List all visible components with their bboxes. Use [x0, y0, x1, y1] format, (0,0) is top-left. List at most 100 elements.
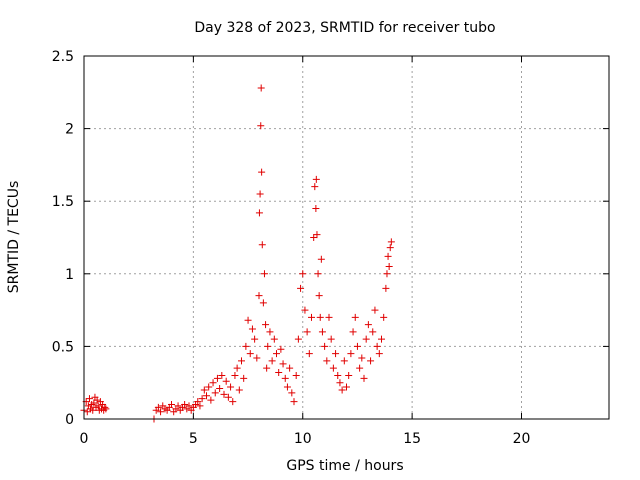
y-tick-label: 2.5 — [52, 49, 74, 65]
data-point — [174, 402, 182, 410]
data-point — [200, 386, 208, 394]
data-points — [80, 84, 395, 423]
data-point — [240, 374, 248, 382]
data-point — [351, 313, 359, 321]
data-point — [154, 403, 162, 411]
x-tick-label: 15 — [403, 431, 421, 447]
data-point — [231, 371, 239, 379]
data-point — [194, 398, 202, 406]
data-point — [332, 350, 340, 358]
data-point — [353, 342, 361, 350]
data-point — [213, 374, 221, 382]
data-point — [198, 395, 206, 403]
x-tick-label: 10 — [294, 431, 312, 447]
data-point — [318, 328, 326, 336]
data-point — [266, 328, 274, 336]
data-point — [310, 234, 318, 241]
data-point — [343, 383, 350, 391]
data-point — [203, 392, 210, 400]
data-point — [235, 386, 243, 394]
data-point — [362, 335, 370, 343]
data-point — [248, 325, 256, 333]
data-point — [256, 190, 264, 198]
data-point — [329, 364, 337, 372]
data-point — [260, 270, 268, 278]
data-point — [168, 400, 175, 408]
data-point — [316, 313, 324, 321]
data-point — [325, 313, 333, 321]
data-point — [367, 357, 375, 365]
data-point — [251, 335, 259, 343]
data-point — [89, 406, 97, 414]
data-point — [181, 400, 189, 408]
x-axis-label: GPS time / hours — [286, 458, 403, 474]
data-point — [290, 398, 298, 406]
data-point — [262, 321, 270, 329]
data-point — [340, 357, 348, 365]
data-point — [264, 342, 272, 350]
data-point — [229, 398, 237, 406]
data-point — [378, 335, 385, 343]
data-point — [83, 408, 91, 416]
tick-labels: 0 5 10 15 20 0 0.5 1 1.5 2 2.5 — [52, 49, 531, 447]
data-point — [314, 270, 322, 278]
data-point — [85, 395, 93, 403]
data-point — [360, 374, 368, 382]
data-point — [299, 270, 307, 278]
data-point — [345, 371, 353, 379]
data-point — [255, 292, 263, 300]
data-point — [358, 354, 366, 362]
data-point — [382, 284, 390, 292]
data-point — [220, 390, 228, 398]
data-point — [257, 84, 265, 92]
data-point — [288, 389, 296, 397]
grid — [84, 56, 609, 419]
data-point — [263, 364, 271, 372]
data-point — [283, 383, 291, 391]
data-point — [233, 364, 241, 372]
data-point — [244, 316, 252, 324]
data-point — [385, 263, 393, 271]
data-point — [294, 335, 302, 343]
data-point — [216, 385, 224, 393]
data-point — [94, 402, 102, 410]
y-tick-label: 2 — [65, 122, 74, 138]
data-point — [321, 342, 329, 350]
data-point — [338, 386, 346, 394]
data-point — [205, 383, 213, 391]
data-point — [303, 328, 311, 336]
data-point — [313, 231, 321, 239]
data-point — [93, 396, 101, 404]
data-point — [253, 354, 261, 362]
data-point — [211, 389, 219, 397]
data-point — [218, 371, 226, 379]
data-point — [317, 255, 325, 263]
data-point — [275, 369, 283, 377]
data-point — [311, 183, 319, 191]
data-point — [375, 350, 383, 358]
y-axis-label: SRMTID / TECUs — [6, 181, 22, 294]
data-point — [257, 122, 265, 130]
x-tick-label: 5 — [189, 431, 198, 447]
data-point — [246, 350, 254, 358]
data-point — [373, 342, 381, 350]
data-point — [312, 175, 320, 183]
data-point — [286, 364, 294, 372]
data-point — [196, 402, 204, 410]
data-point — [101, 403, 109, 411]
data-point — [102, 405, 110, 413]
data-point — [349, 328, 357, 336]
x-tick-label: 0 — [80, 431, 89, 447]
data-point — [268, 357, 276, 365]
data-point — [356, 364, 364, 372]
data-point — [323, 357, 331, 365]
data-point — [259, 299, 267, 307]
data-point — [258, 241, 266, 249]
data-point — [258, 168, 266, 176]
data-point — [384, 252, 392, 260]
data-point — [334, 371, 342, 379]
data-point — [209, 379, 217, 387]
data-point — [224, 393, 232, 401]
data-point — [157, 408, 165, 416]
